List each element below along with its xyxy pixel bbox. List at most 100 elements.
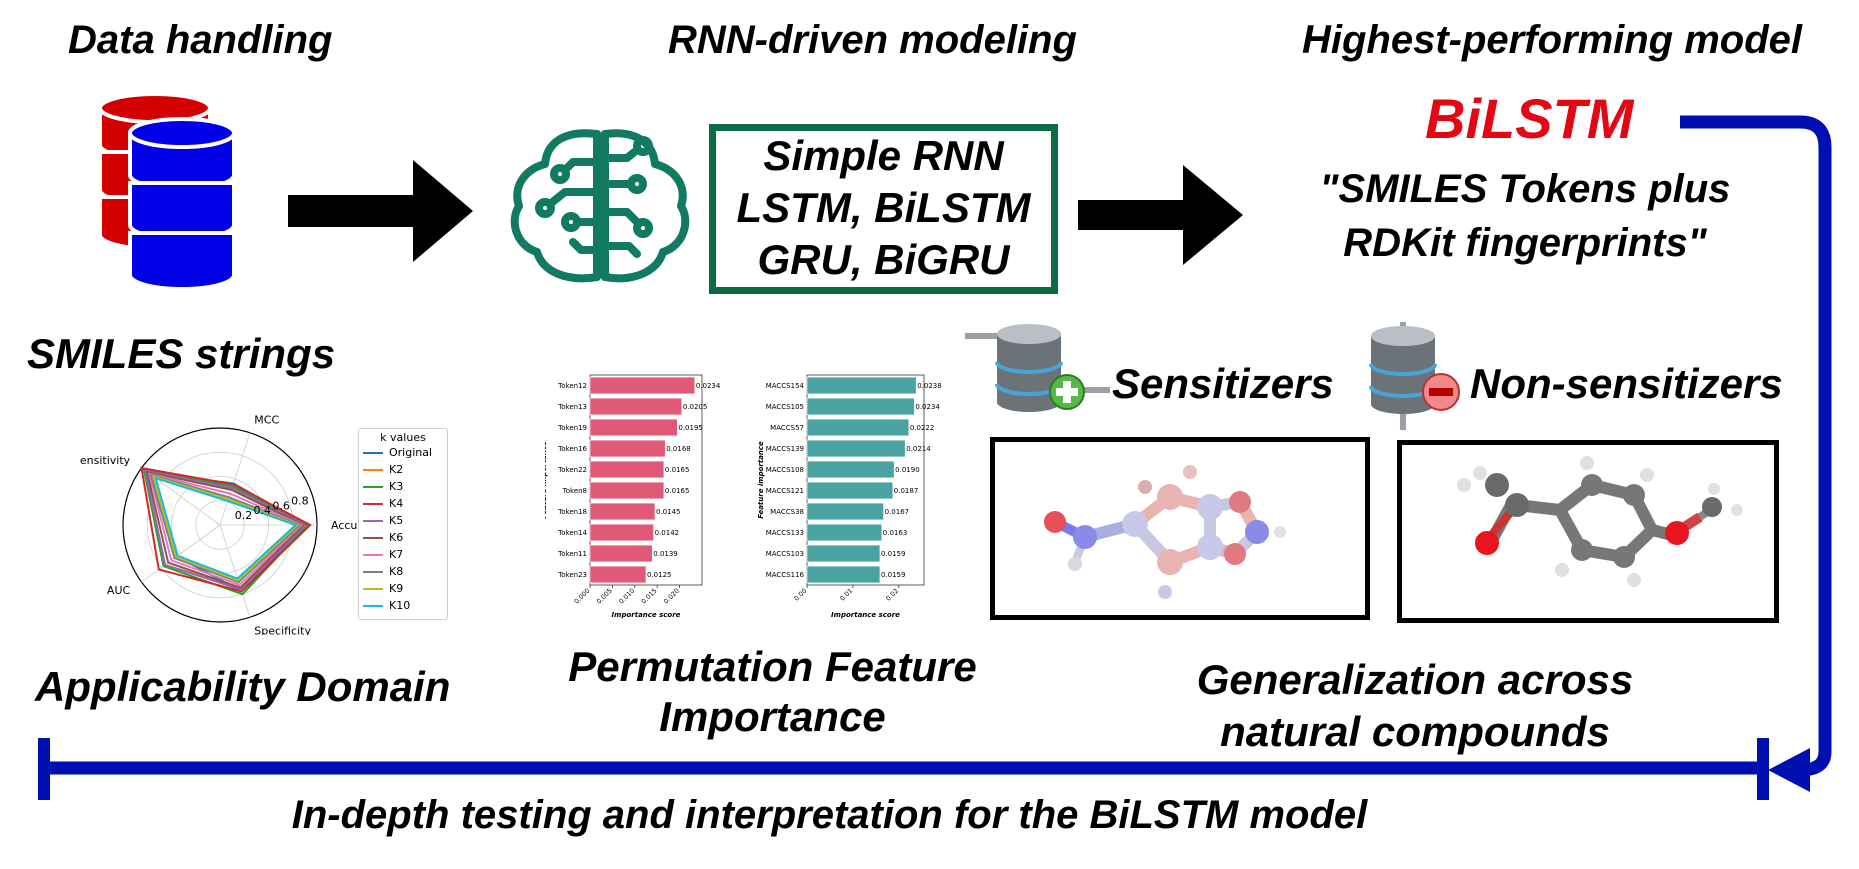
legend-label: K7 xyxy=(389,548,404,561)
bar-maccs108 xyxy=(806,460,895,479)
generalization-label-line-1: Generalization across xyxy=(1196,656,1634,703)
database-plus-icon xyxy=(965,324,1110,412)
radar-spoke xyxy=(219,524,251,618)
sensitizers-label: Sensitizers xyxy=(1112,360,1334,407)
bar-value-label: 0.0165 xyxy=(665,487,690,495)
legend-swatch xyxy=(363,587,383,590)
non-sensitizer-molecule-image xyxy=(1457,456,1743,587)
bar-x-axis-label: Importance score xyxy=(612,611,681,619)
bar-value-label: 0.0214 xyxy=(906,445,931,453)
non-sensitizers-label: Non-sensitizers xyxy=(1470,360,1783,407)
bar-token16 xyxy=(589,439,666,458)
radar-spoke xyxy=(141,524,221,583)
bar-value-label: 0.0165 xyxy=(665,466,690,474)
radar-tick-label: 0.6 xyxy=(272,499,290,512)
bar-maccs133 xyxy=(806,523,883,542)
bar-value-label: 0.0222 xyxy=(910,424,935,432)
radar-legend-item: K2 xyxy=(359,461,447,478)
bar-value-label: 0.0205 xyxy=(683,403,708,411)
bar-value-label: 0.0195 xyxy=(678,424,703,432)
legend-swatch xyxy=(363,536,383,539)
generalization-label-line-2: natural compounds xyxy=(1220,708,1610,755)
bar-x-tick-label: 0.000 xyxy=(573,587,592,606)
best-model-name: BiLSTM xyxy=(1425,87,1634,150)
bottom-label: In-depth testing and interpretation for … xyxy=(291,793,1368,837)
radar-legend-item: K5 xyxy=(359,512,447,529)
bar-maccs154 xyxy=(806,376,917,395)
bar-category-label: Token18 xyxy=(557,508,587,516)
smiles-label: SMILES strings xyxy=(27,330,336,377)
radar-series-k5 xyxy=(144,469,308,591)
sensitizer-molecule-image xyxy=(1044,465,1286,599)
radar-legend-item: K7 xyxy=(359,546,447,563)
bar-value-label: 0.0234 xyxy=(915,403,940,411)
radar-series-k6 xyxy=(145,470,306,589)
bar-x-tick-label: 0.015 xyxy=(640,587,659,606)
bar-value-label: 0.0139 xyxy=(653,550,678,558)
radar-legend-item: K4 xyxy=(359,495,447,512)
bar-value-label: 0.0125 xyxy=(647,571,672,579)
bar-token23 xyxy=(589,565,647,584)
bar-value-label: 0.0234 xyxy=(696,382,721,390)
legend-label: K10 xyxy=(389,599,411,612)
radar-series-k7 xyxy=(148,472,304,587)
bar-plot-frame xyxy=(806,374,925,586)
bar-token22 xyxy=(589,460,665,479)
bar-y-axis-label: Feature importance xyxy=(545,441,548,519)
radar-axis-label: Accuracy xyxy=(331,519,360,532)
bar-x-tick-label: 0.02 xyxy=(884,587,900,603)
radar-axis-label: AUC xyxy=(107,584,131,597)
legend-swatch xyxy=(363,553,383,556)
radar-spoke xyxy=(219,432,251,526)
bar-x-tick-label: 0.00 xyxy=(793,587,809,603)
sensitizer-molecule-box xyxy=(990,437,1370,620)
bar-category-label: MACCS121 xyxy=(766,487,804,495)
bar-maccs139 xyxy=(806,439,906,458)
radar-axis-label: MCC xyxy=(254,413,279,426)
bar-y-axis-label: Feature importance xyxy=(757,441,765,519)
legend-label: K2 xyxy=(389,463,404,476)
radar-legend-item: K6 xyxy=(359,529,447,546)
legend-label: K6 xyxy=(389,531,404,544)
legend-label: K5 xyxy=(389,514,404,527)
bar-category-label: Token12 xyxy=(557,382,587,390)
models-line-1: Simple RNN xyxy=(763,132,1004,179)
radar-chart: MCCAccuracySpecificityAUCSensitivity0.20… xyxy=(80,413,360,635)
legend-swatch xyxy=(363,519,383,522)
bar-token8 xyxy=(589,481,665,500)
database-minus-icon xyxy=(1369,322,1460,430)
flow-arrow-1 xyxy=(288,160,473,262)
best-model-description-line-1: "SMILES Tokens plus xyxy=(1319,167,1731,211)
bar-token11 xyxy=(589,544,653,563)
bar-category-label: MACCS108 xyxy=(766,466,804,474)
bar-chart-tokens: Token12 0.0234 Token13 0.0205 Token19 0.0195 T… xyxy=(545,374,721,619)
brain-circuit-icon xyxy=(510,129,690,283)
bar-category-label: Token14 xyxy=(557,529,587,537)
radar-series-k4 xyxy=(140,466,312,593)
legend-label: Original xyxy=(389,446,433,459)
bar-token19 xyxy=(589,418,678,437)
legend-label: K9 xyxy=(389,582,404,595)
radar-legend-item: K3 xyxy=(359,478,447,495)
bar-x-tick-label: 0.01 xyxy=(838,587,854,603)
legend-swatch xyxy=(363,485,383,488)
bar-maccs103 xyxy=(806,544,881,563)
bar-maccs57 xyxy=(806,418,910,437)
bar-value-label: 0.0145 xyxy=(656,508,680,516)
bar-category-label: Token19 xyxy=(557,424,587,432)
radar-legend-item: K10 xyxy=(359,597,447,614)
radar-series-k10 xyxy=(154,476,298,580)
bar-category-label: Token11 xyxy=(557,550,587,558)
bar-category-label: Token8 xyxy=(562,487,587,495)
bar-category-label: MACCS57 xyxy=(770,424,804,432)
radar-legend-item: K8 xyxy=(359,563,447,580)
radar-legend-item: K9 xyxy=(359,580,447,597)
legend-label: K8 xyxy=(389,565,404,578)
bar-value-label: 0.0163 xyxy=(883,529,908,537)
bar-token18 xyxy=(589,502,656,521)
bar-category-label: Token23 xyxy=(557,571,587,579)
bar-chart-maccs: MACCS154 0.0238 MACCS105 0.0234 MACCS57 0.022… xyxy=(757,374,942,619)
bar-x-tick-label: 0.005 xyxy=(595,587,614,606)
bar-value-label: 0.0238 xyxy=(917,382,942,390)
radar-legend-title: k values xyxy=(380,431,426,444)
